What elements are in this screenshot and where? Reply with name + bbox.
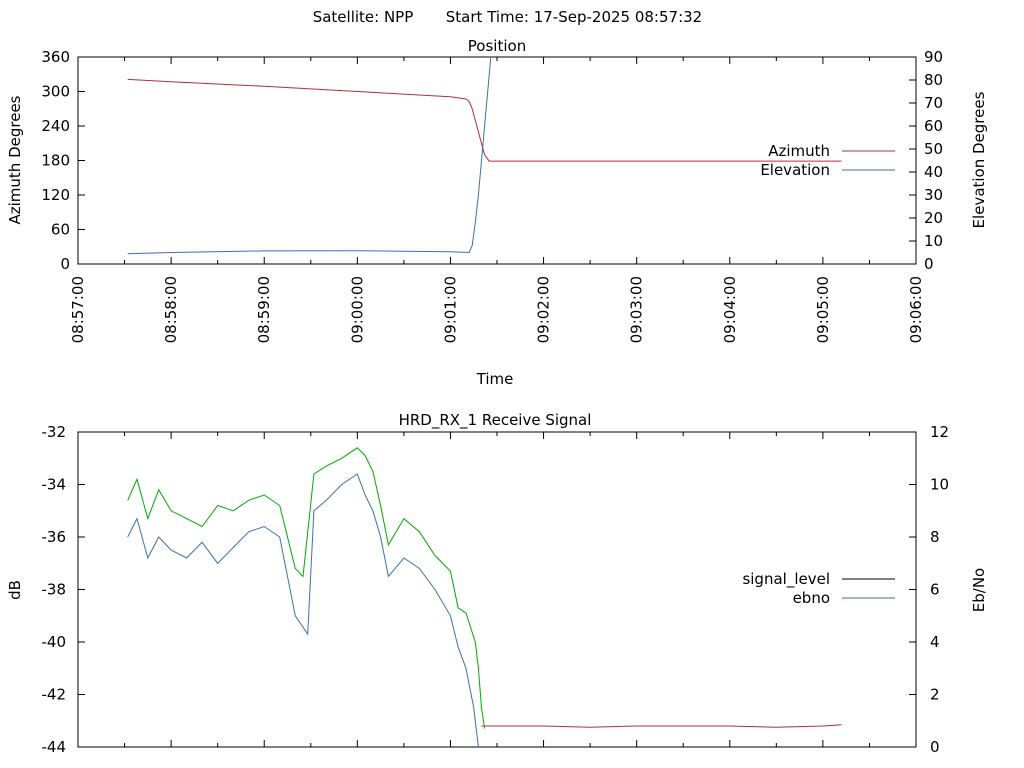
- azimuth-tick-label: 240: [41, 117, 70, 135]
- db-tick-label: -42: [42, 686, 67, 704]
- db-tick-label: -40: [42, 633, 67, 651]
- legend-elevation-label: Elevation: [760, 161, 830, 179]
- ebno-tick-label: 0: [930, 738, 940, 756]
- time-ticks: 08:57:00 08:58:00 08:59:00 09:00:00 09:01:00…: [69, 57, 925, 343]
- azimuth-tick-label: 0: [60, 255, 70, 273]
- receive-signal-title: HRD_RX_1 Receive Signal: [399, 411, 592, 430]
- ebno-tick-label: 2: [930, 686, 940, 704]
- time-tick-label: 09:06:00: [907, 276, 925, 343]
- azimuth-tick-label: 180: [41, 152, 70, 170]
- azimuth-axis-label: Azimuth Degrees: [6, 95, 24, 224]
- elevation-ticks: 0 10 20 30 40 50 60 70 80 90: [909, 48, 943, 273]
- ebno-tick-label: 4: [930, 633, 940, 651]
- header-satellite: Satellite: NPP: [313, 8, 414, 26]
- time-tick-label: 08:57:00: [69, 276, 87, 343]
- db-tick-label: -36: [42, 528, 67, 546]
- elevation-tick-label: 0: [924, 255, 934, 273]
- legend-signal-level-label: signal_level: [742, 570, 830, 589]
- receive-time-ticks: [77, 432, 917, 747]
- time-axis-label: Time: [476, 370, 514, 388]
- ebno-tick-label: 12: [930, 423, 949, 441]
- elevation-tick-label: 50: [924, 140, 943, 158]
- elevation-tick-label: 30: [924, 186, 943, 204]
- ebno-ticks: 0 2 4 6 8 10 12: [909, 423, 949, 756]
- ebno-tick-label: 6: [930, 581, 940, 599]
- azimuth-line: [127, 78, 842, 162]
- ebno-tick-label: 10: [930, 476, 949, 494]
- elevation-axis-label: Elevation Degrees: [970, 91, 988, 228]
- time-tick-label: 09:04:00: [721, 276, 739, 343]
- time-tick-label: 09:03:00: [628, 276, 646, 343]
- time-tick-label: 09:00:00: [348, 276, 366, 343]
- elevation-tick-label: 90: [924, 48, 943, 66]
- azimuth-tick-label: 60: [51, 221, 70, 239]
- azimuth-tick-label: 120: [41, 186, 70, 204]
- elevation-tick-label: 80: [924, 71, 943, 89]
- ebno-tick-label: 8: [930, 528, 940, 546]
- time-tick-label: 08:59:00: [255, 276, 273, 343]
- db-tick-label: -32: [42, 423, 67, 441]
- receive-legend: signal_level ebno: [742, 570, 895, 607]
- db-axis-label: dB: [6, 580, 24, 600]
- azimuth-tick-label: 360: [41, 48, 70, 66]
- header-start-time: Start Time: 17-Sep-2025 08:57:32: [446, 8, 702, 26]
- receive-series: [127, 447, 842, 748]
- elevation-line: [127, 56, 492, 255]
- db-tick-label: -38: [42, 581, 67, 599]
- receive-plot-frame: [77, 431, 917, 748]
- position-chart: Position Azimuth Degrees Elevation Degre…: [6, 37, 988, 388]
- legend-ebno-label: ebno: [793, 589, 830, 607]
- ebno-axis-label: Eb/No: [970, 568, 988, 612]
- elevation-tick-label: 60: [924, 117, 943, 135]
- elevation-tick-label: 10: [924, 232, 943, 250]
- azimuth-ticks: 0 60 120 180 240 300 360: [41, 48, 85, 273]
- db-ticks: -44 -42 -40 -38 -36 -34 -32: [42, 423, 85, 756]
- time-tick-label: 08:58:00: [162, 276, 180, 343]
- elevation-tick-label: 40: [924, 163, 943, 181]
- db-tick-label: -34: [42, 476, 67, 494]
- signal-level-tail-line: [481, 724, 842, 728]
- position-series: [127, 56, 842, 255]
- azimuth-tick-label: 300: [41, 83, 70, 101]
- elevation-tick-label: 70: [924, 94, 943, 112]
- time-tick-label: 09:02:00: [535, 276, 553, 343]
- db-tick-label: -44: [42, 738, 67, 756]
- elevation-tick-label: 20: [924, 209, 943, 227]
- time-tick-label: 09:05:00: [814, 276, 832, 343]
- ebno-line: [127, 473, 479, 748]
- position-title: Position: [468, 37, 526, 55]
- signal-level-line: [127, 447, 486, 729]
- time-tick-label: 09:01:00: [441, 276, 459, 343]
- position-legend: Azimuth Elevation: [760, 142, 895, 179]
- legend-azimuth-label: Azimuth: [768, 142, 830, 160]
- receive-signal-chart: HRD_RX_1 Receive Signal dB Eb/No -44-42-…: [6, 411, 988, 756]
